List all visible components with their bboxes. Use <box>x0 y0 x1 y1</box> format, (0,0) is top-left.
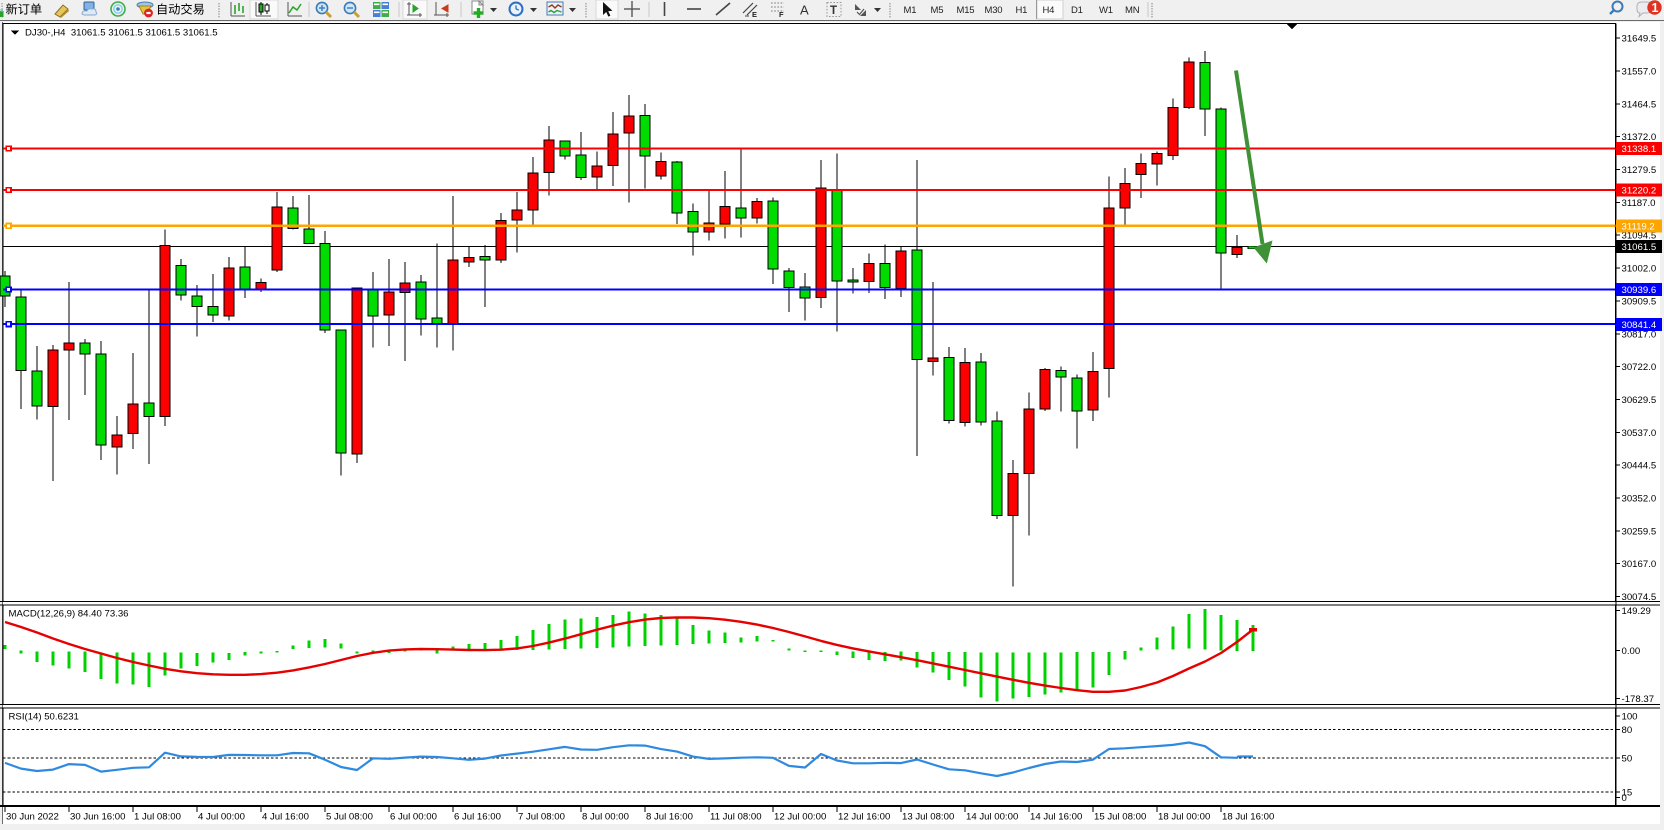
svg-text:50: 50 <box>1622 754 1633 765</box>
svg-text:14 Jul 16:00: 14 Jul 16:00 <box>1030 812 1082 823</box>
svg-text:8 Jul 00:00: 8 Jul 00:00 <box>582 812 629 823</box>
svg-text:30167.0: 30167.0 <box>1622 559 1657 570</box>
svg-text:4 Jul 00:00: 4 Jul 00:00 <box>198 812 245 823</box>
svg-text:31061.5: 31061.5 <box>1622 242 1657 253</box>
svg-text:T: T <box>830 5 837 17</box>
svg-text:30909.5: 30909.5 <box>1622 296 1657 307</box>
svg-text:31464.5: 31464.5 <box>1622 99 1657 110</box>
svg-text:1: 1 <box>1652 1 1659 15</box>
svg-text:E: E <box>752 10 757 19</box>
svg-text:15: 15 <box>1622 788 1633 799</box>
svg-text:31119.2: 31119.2 <box>1622 221 1655 232</box>
svg-text:14 Jul 00:00: 14 Jul 00:00 <box>966 812 1018 823</box>
svg-text:M30: M30 <box>985 5 1003 16</box>
svg-text:11 Jul 08:00: 11 Jul 08:00 <box>710 812 762 823</box>
svg-text:6 Jul 00:00: 6 Jul 00:00 <box>390 812 437 823</box>
svg-text:30074.5: 30074.5 <box>1622 592 1657 603</box>
svg-text:30841.4: 30841.4 <box>1622 320 1657 331</box>
svg-text:149.29: 149.29 <box>1622 606 1651 617</box>
svg-text:31002.0: 31002.0 <box>1622 264 1657 275</box>
svg-text:18 Jul 16:00: 18 Jul 16:00 <box>1222 812 1274 823</box>
svg-text:30352.0: 30352.0 <box>1622 494 1657 505</box>
svg-text:1 Jul 08:00: 1 Jul 08:00 <box>134 812 181 823</box>
svg-text:5 Jul 08:00: 5 Jul 08:00 <box>326 812 373 823</box>
svg-text:30537.0: 30537.0 <box>1622 428 1657 439</box>
svg-text:30629.5: 30629.5 <box>1622 395 1657 406</box>
svg-text:0: 0 <box>1622 793 1627 804</box>
svg-text:30817.0: 30817.0 <box>1622 329 1657 340</box>
svg-text:12 Jul 00:00: 12 Jul 00:00 <box>774 812 826 823</box>
svg-text:31649.5: 31649.5 <box>1622 34 1657 45</box>
svg-text:31094.5: 31094.5 <box>1622 231 1657 242</box>
svg-text:30 Jun 2022: 30 Jun 2022 <box>6 812 59 823</box>
svg-text:80: 80 <box>1622 725 1633 736</box>
svg-text:M1: M1 <box>904 5 917 16</box>
svg-text:15 Jul 08:00: 15 Jul 08:00 <box>1094 812 1146 823</box>
svg-text:31187.0: 31187.0 <box>1622 198 1656 209</box>
svg-text:18 Jul 00:00: 18 Jul 00:00 <box>1158 812 1210 823</box>
svg-text:31220.2: 31220.2 <box>1622 186 1657 197</box>
svg-text:F: F <box>779 10 784 19</box>
svg-text:H4: H4 <box>1043 5 1055 16</box>
svg-text:31338.1: 31338.1 <box>1622 144 1657 155</box>
svg-text:30259.5: 30259.5 <box>1622 526 1657 537</box>
svg-text:-178.37: -178.37 <box>1622 694 1655 705</box>
svg-text:MACD(12,26,9) 84.40 73.36: MACD(12,26,9) 84.40 73.36 <box>9 609 129 620</box>
svg-text:M15: M15 <box>957 5 975 16</box>
svg-text:30939.6: 30939.6 <box>1622 285 1657 296</box>
svg-text:D1: D1 <box>1071 5 1083 16</box>
svg-text:100: 100 <box>1622 711 1638 722</box>
svg-text:30444.5: 30444.5 <box>1622 461 1657 472</box>
svg-text:A: A <box>800 3 809 18</box>
svg-text:DJ30-,H4 31061.5 31061.5 3106: DJ30-,H4 31061.5 31061.5 31061.5 31061.5 <box>25 28 218 39</box>
svg-text:30 Jun 16:00: 30 Jun 16:00 <box>70 812 125 823</box>
svg-text:MN: MN <box>1125 5 1140 16</box>
svg-text:31372.0: 31372.0 <box>1622 132 1657 143</box>
svg-text:M5: M5 <box>931 5 944 16</box>
svg-text:31279.5: 31279.5 <box>1622 165 1657 176</box>
svg-text:RSI(14) 50.6231: RSI(14) 50.6231 <box>9 712 79 723</box>
svg-text:30722.0: 30722.0 <box>1622 362 1657 373</box>
svg-text:0.00: 0.00 <box>1622 646 1641 657</box>
svg-text:31557.0: 31557.0 <box>1622 67 1657 78</box>
svg-text:13 Jul 08:00: 13 Jul 08:00 <box>902 812 954 823</box>
svg-text:W1: W1 <box>1099 5 1113 16</box>
svg-text:8 Jul 16:00: 8 Jul 16:00 <box>646 812 693 823</box>
svg-text:4 Jul 16:00: 4 Jul 16:00 <box>262 812 309 823</box>
svg-text:H1: H1 <box>1016 5 1028 16</box>
svg-text:12 Jul 16:00: 12 Jul 16:00 <box>838 812 890 823</box>
svg-text:6 Jul 16:00: 6 Jul 16:00 <box>454 812 501 823</box>
svg-text:7 Jul 08:00: 7 Jul 08:00 <box>518 812 565 823</box>
